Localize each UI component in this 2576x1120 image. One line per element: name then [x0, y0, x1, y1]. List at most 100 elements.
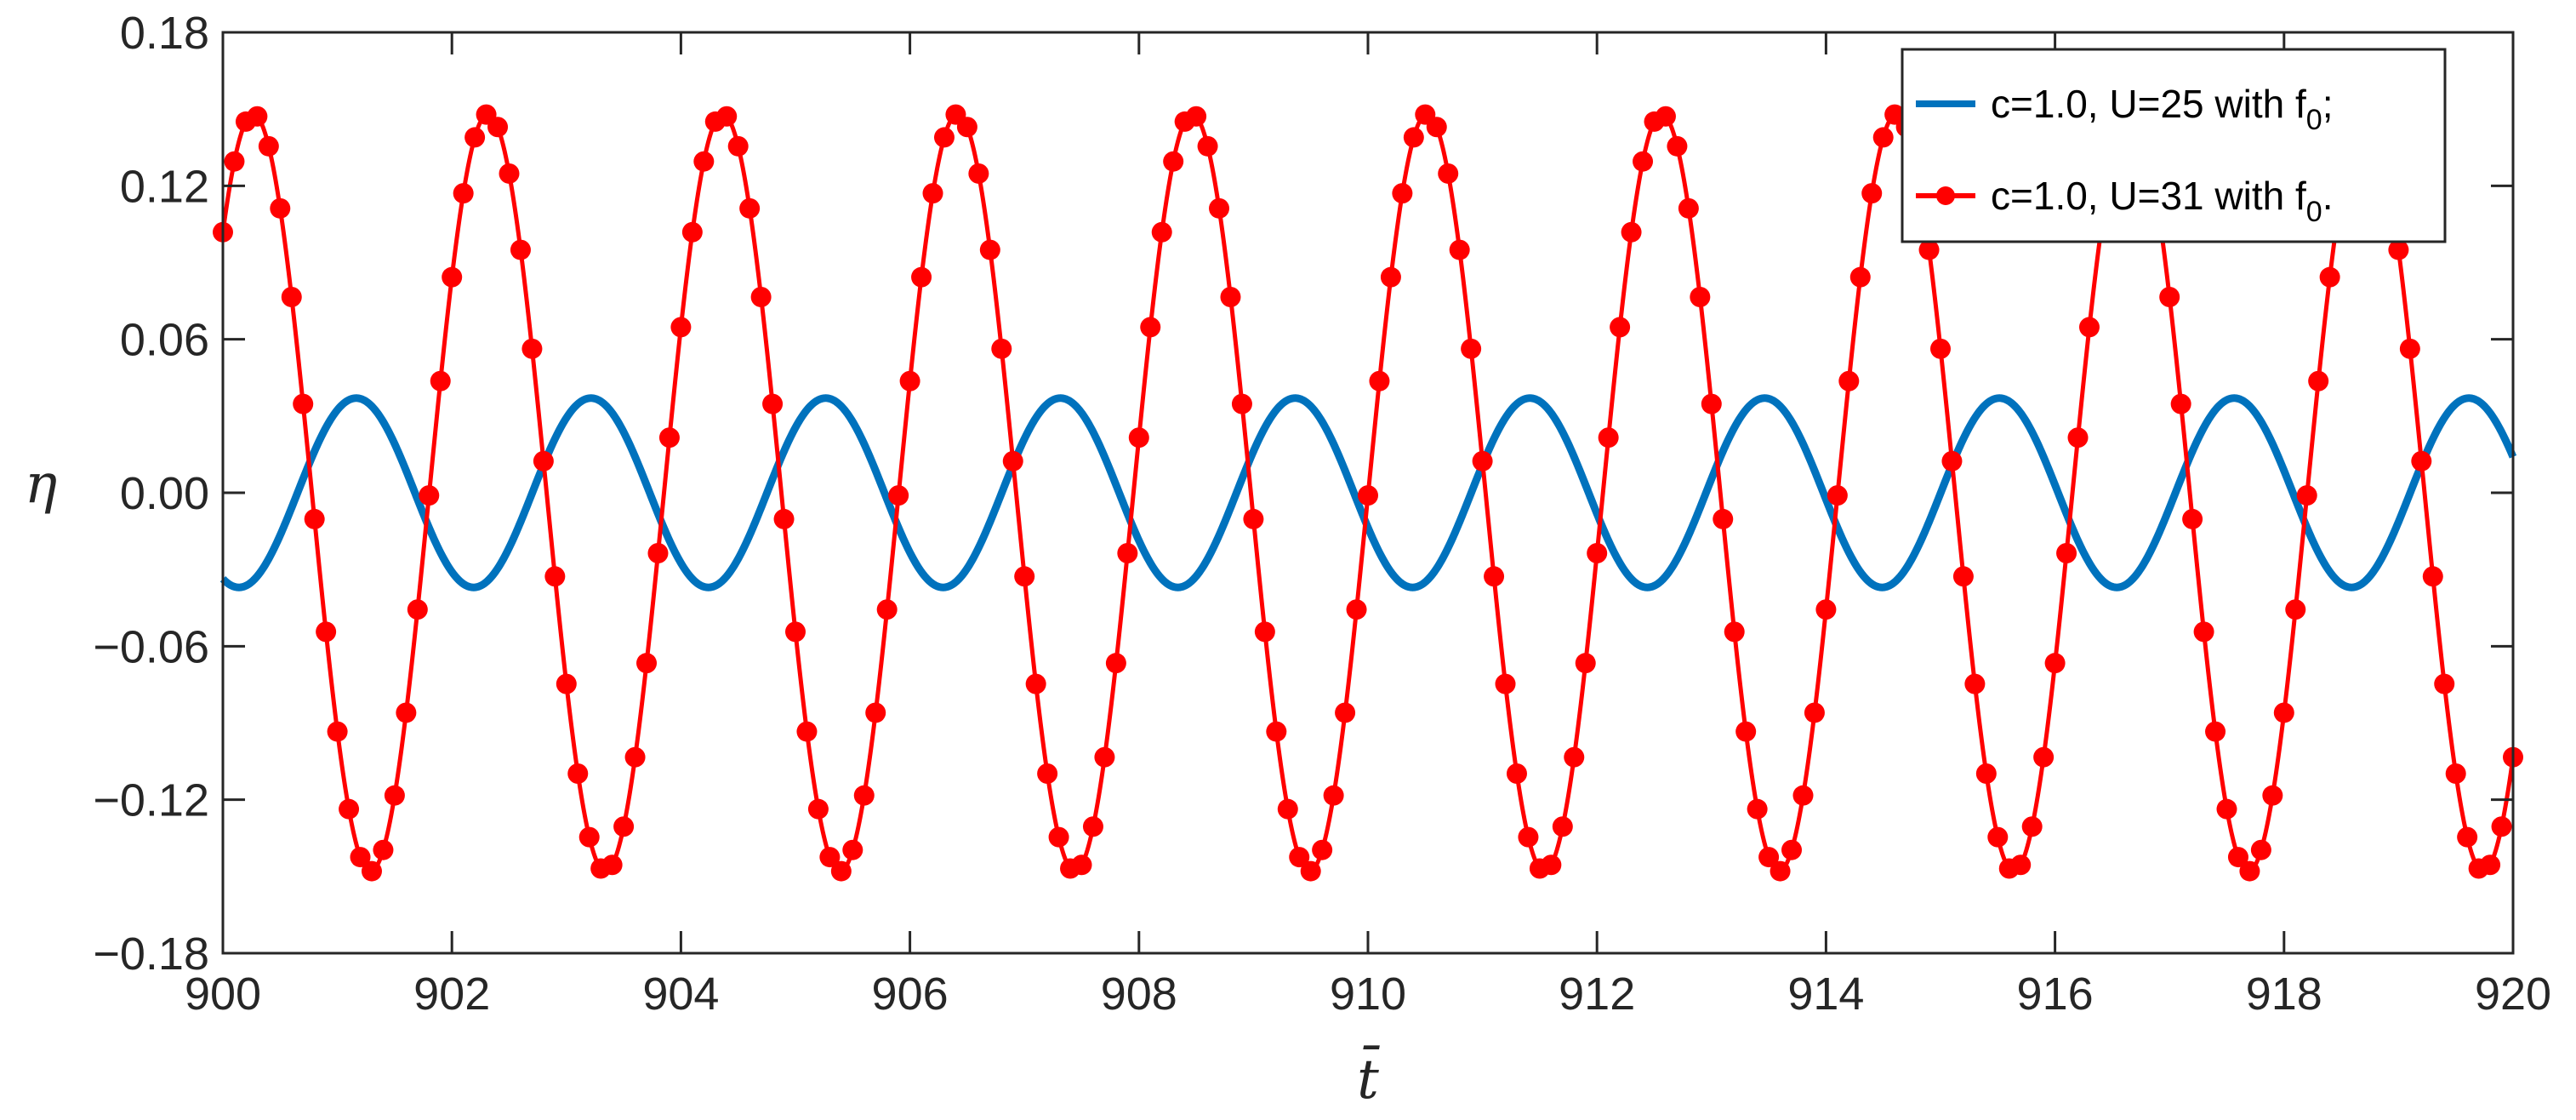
series-point-2-87 [1209, 197, 1230, 219]
series-point-2-144 [1861, 183, 1883, 204]
series-point-2-192 [2411, 450, 2432, 471]
series-point-2-176 [2227, 847, 2248, 868]
series-point-2-140 [1815, 599, 1837, 620]
series-point-2-16 [396, 702, 417, 723]
series-point-2-38 [647, 542, 669, 563]
series-point-2-61 [911, 266, 932, 288]
series-point-2-131 [1713, 508, 1734, 529]
series-point-2-28 [533, 450, 554, 471]
y-axis-label: η [25, 453, 57, 516]
series-point-2-82 [1151, 221, 1172, 243]
series-point-2-30 [556, 673, 577, 694]
series-point-2-60 [899, 370, 920, 391]
series-point-2-194 [2434, 673, 2455, 694]
x-tick-label-902: 902 [413, 969, 490, 1020]
series-point-2-178 [2250, 839, 2271, 860]
series-point-2-40 [670, 317, 692, 338]
x-tick-label-900: 900 [185, 969, 261, 1020]
series-point-2-41 [681, 221, 703, 243]
legend-entry-series-1: c=1.0, U=25 with f0; [1991, 82, 2333, 136]
series-point-2-17 [407, 599, 428, 620]
series-point-2-182 [2296, 485, 2317, 506]
series-point-2-150 [1930, 338, 1951, 359]
series-point-2-180 [2273, 702, 2294, 723]
series-point-2-161 [2056, 542, 2077, 563]
series-point-2-171 [2170, 393, 2191, 414]
series-point-2-24 [487, 117, 509, 138]
series-point-2-179 [2262, 785, 2283, 806]
series-point-2-14 [373, 839, 394, 860]
series-point-2-162 [2067, 427, 2089, 449]
series-point-2-96 [1312, 839, 1333, 860]
x-tick-label-920: 920 [2475, 969, 2551, 1020]
series-point-2-48 [762, 393, 784, 414]
series-point-2-199 [2491, 816, 2512, 837]
y-tick-label-1: −0.12 [93, 775, 209, 826]
series-point-2-133 [1735, 721, 1757, 742]
y-tick-label-4: 0.06 [120, 315, 209, 366]
series-point-2-89 [1231, 393, 1252, 414]
series-point-2-163 [2078, 317, 2100, 338]
series-point-2-50 [785, 621, 806, 643]
series-point-2-37 [636, 653, 658, 674]
series-point-2-75 [1071, 854, 1092, 876]
series-point-2-52 [807, 798, 829, 820]
series-point-2-68 [991, 338, 1012, 359]
series-point-2-181 [2285, 599, 2306, 620]
series-point-2-193 [2422, 566, 2443, 587]
series-point-2-142 [1838, 370, 1860, 391]
series-point-2-25 [499, 163, 520, 184]
series-point-2-39 [658, 427, 680, 449]
series-point-2-80 [1128, 427, 1149, 449]
series-point-2-116 [1541, 854, 1562, 876]
series-point-2-57 [865, 702, 886, 723]
series-point-2-117 [1552, 816, 1573, 837]
series-point-2-42 [693, 151, 715, 172]
series-point-2-127 [1667, 135, 1688, 157]
series-point-2-108 [1449, 239, 1470, 260]
series-point-2-88 [1220, 287, 1241, 308]
series-point-2-191 [2399, 338, 2420, 359]
series-point-2-31 [567, 763, 589, 784]
series-point-2-51 [796, 721, 818, 742]
x-tick-label-906: 906 [872, 969, 949, 1020]
series-point-2-104 [1403, 127, 1424, 148]
series-point-2-81 [1140, 317, 1161, 338]
series-point-2-130 [1701, 393, 1722, 414]
series-point-2-154 [1975, 763, 1997, 784]
legend-box [1901, 48, 2447, 243]
series-point-2-78 [1105, 653, 1126, 674]
series-point-2-73 [1048, 826, 1069, 848]
series-point-2-110 [1472, 450, 1493, 471]
x-tick-label-912: 912 [1559, 969, 1635, 1020]
y-tick-label-3: 0.00 [120, 468, 209, 519]
series-point-2-121 [1598, 427, 1619, 449]
series-point-2-47 [750, 287, 772, 308]
x-tick-label-904: 904 [642, 969, 719, 1020]
series-point-2-101 [1369, 370, 1390, 391]
series-point-2-124 [1633, 151, 1654, 172]
series-point-2-7 [293, 393, 314, 414]
series-point-2-139 [1804, 702, 1825, 723]
series-point-2-118 [1564, 746, 1585, 768]
series-point-2-56 [853, 785, 875, 806]
series-point-2-151 [1941, 450, 1963, 471]
y-tick-label-0: −0.18 [93, 929, 209, 980]
series-point-2-32 [578, 826, 600, 848]
series-point-2-153 [1964, 673, 1986, 694]
series-point-2-27 [521, 338, 543, 359]
x-tick-label-910: 910 [1330, 969, 1406, 1020]
series-point-2-141 [1827, 485, 1848, 506]
series-point-2-106 [1426, 117, 1447, 138]
series-point-2-134 [1747, 798, 1768, 820]
series-point-2-137 [1781, 839, 1803, 860]
x-tick-label-918: 918 [2246, 969, 2322, 1020]
series-point-2-36 [624, 746, 646, 768]
series-point-2-155 [1987, 826, 2009, 848]
series-point-2-129 [1690, 287, 1711, 308]
series-point-2-90 [1243, 508, 1264, 529]
series-point-2-120 [1587, 542, 1608, 563]
series-point-2-92 [1266, 721, 1287, 742]
series-point-2-152 [1952, 566, 1974, 587]
